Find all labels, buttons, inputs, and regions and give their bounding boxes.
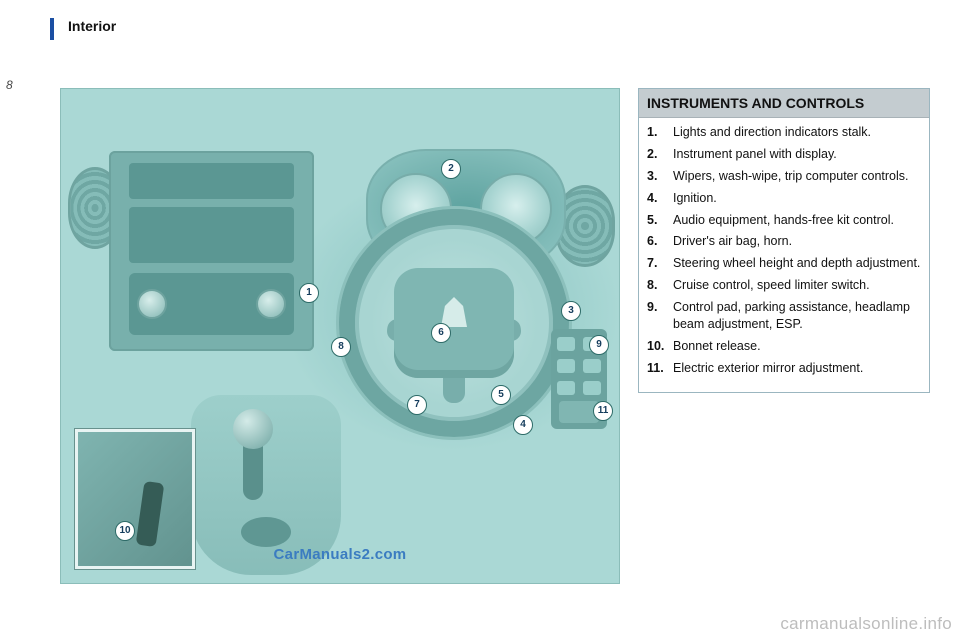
content-row: 1 2 3 45 6 7 8 9 10 11 CarManuals2.com INSTRUMENT…	[60, 88, 930, 613]
control-item-number: 4.	[647, 190, 673, 207]
control-item: 11.Electric exterior mirror adjustment.	[647, 360, 921, 377]
console-radio	[129, 207, 294, 263]
control-item-text: Steering wheel height and depth adjustme…	[673, 255, 921, 272]
callout-8: 8	[331, 337, 351, 357]
steering-wheel	[339, 209, 569, 437]
callout-7: 7	[407, 395, 427, 415]
control-item-number: 11.	[647, 360, 673, 377]
control-item: 3.Wipers, wash-wipe, trip computer contr…	[647, 168, 921, 185]
callout-11: 11	[593, 401, 613, 421]
control-item-text: Wipers, wash-wipe, trip computer control…	[673, 168, 921, 185]
bonnet-release-inset	[75, 429, 195, 569]
callout-1: 1	[299, 283, 319, 303]
section-accent-bar	[50, 18, 54, 40]
control-item: 4.Ignition.	[647, 190, 921, 207]
callout-2: 2	[441, 159, 461, 179]
control-item-number: 3.	[647, 168, 673, 185]
control-item-text: Driver's air bag, horn.	[673, 233, 921, 250]
callout-9: 9	[589, 335, 609, 355]
control-item: 10.Bonnet release.	[647, 338, 921, 355]
control-item: 8.Cruise control, speed limiter switch.	[647, 277, 921, 294]
control-item-text: Electric exterior mirror adjustment.	[673, 360, 921, 377]
control-button	[557, 381, 575, 395]
control-item-number: 9.	[647, 299, 673, 333]
climate-knob-left	[137, 289, 167, 319]
control-item-number: 10.	[647, 338, 673, 355]
section-title: Interior	[68, 18, 116, 34]
sidebar-body: 1.Lights and direction indicators stalk.…	[639, 118, 929, 392]
control-item: 2.Instrument panel with display.	[647, 146, 921, 163]
control-button	[557, 337, 575, 351]
controls-list: 1.Lights and direction indicators stalk.…	[647, 124, 921, 377]
control-item: 6.Driver's air bag, horn.	[647, 233, 921, 250]
control-item-text: Control pad, parking assistance, headlam…	[673, 299, 921, 333]
control-item-number: 2.	[647, 146, 673, 163]
control-item-number: 1.	[647, 124, 673, 141]
control-item-text: Audio equipment, hands-free kit control.	[673, 212, 921, 229]
control-item: 9.Control pad, parking assistance, headl…	[647, 299, 921, 333]
control-item: 5.Audio equipment, hands-free kit contro…	[647, 212, 921, 229]
callout-4: 4	[513, 415, 533, 435]
control-item-text: Ignition.	[673, 190, 921, 207]
control-item-text: Cruise control, speed limiter switch.	[673, 277, 921, 294]
sidebar-title: INSTRUMENTS AND CONTROLS	[639, 89, 929, 118]
control-item-number: 8.	[647, 277, 673, 294]
control-item-number: 7.	[647, 255, 673, 272]
control-item-number: 5.	[647, 212, 673, 229]
control-item-text: Bonnet release.	[673, 338, 921, 355]
control-item: 7.Steering wheel height and depth adjust…	[647, 255, 921, 272]
centre-console	[109, 151, 314, 351]
page-number: 8	[6, 78, 13, 92]
control-item-text: Lights and direction indicators stalk.	[673, 124, 921, 141]
callout-6: 6	[431, 323, 451, 343]
console-climate	[129, 273, 294, 335]
control-button	[583, 359, 601, 373]
climate-knob-right	[256, 289, 286, 319]
control-button	[557, 359, 575, 373]
photo-watermark: CarManuals2.com	[274, 546, 407, 563]
sidebar-frame: INSTRUMENTS AND CONTROLS 1.Lights and di…	[638, 88, 930, 393]
control-button	[583, 381, 601, 395]
controls-sidebar: INSTRUMENTS AND CONTROLS 1.Lights and di…	[638, 88, 930, 613]
cup-holder	[241, 517, 291, 547]
callout-5: 5	[491, 385, 511, 405]
dashboard-photo: 1 2 3 45 6 7 8 9 10 11 CarManuals2.com	[60, 88, 620, 584]
site-watermark: carmanualsonline.info	[780, 614, 952, 634]
console-display	[129, 163, 294, 199]
callout-10: 10	[115, 521, 135, 541]
gear-lever	[243, 435, 263, 500]
control-item-text: Instrument panel with display.	[673, 146, 921, 163]
callout-3: 3	[561, 301, 581, 321]
bonnet-release-lever	[136, 481, 165, 547]
control-item: 1.Lights and direction indicators stalk.	[647, 124, 921, 141]
control-item-number: 6.	[647, 233, 673, 250]
wheel-hub-airbag	[394, 268, 514, 378]
manual-page: Interior 8	[0, 0, 960, 640]
